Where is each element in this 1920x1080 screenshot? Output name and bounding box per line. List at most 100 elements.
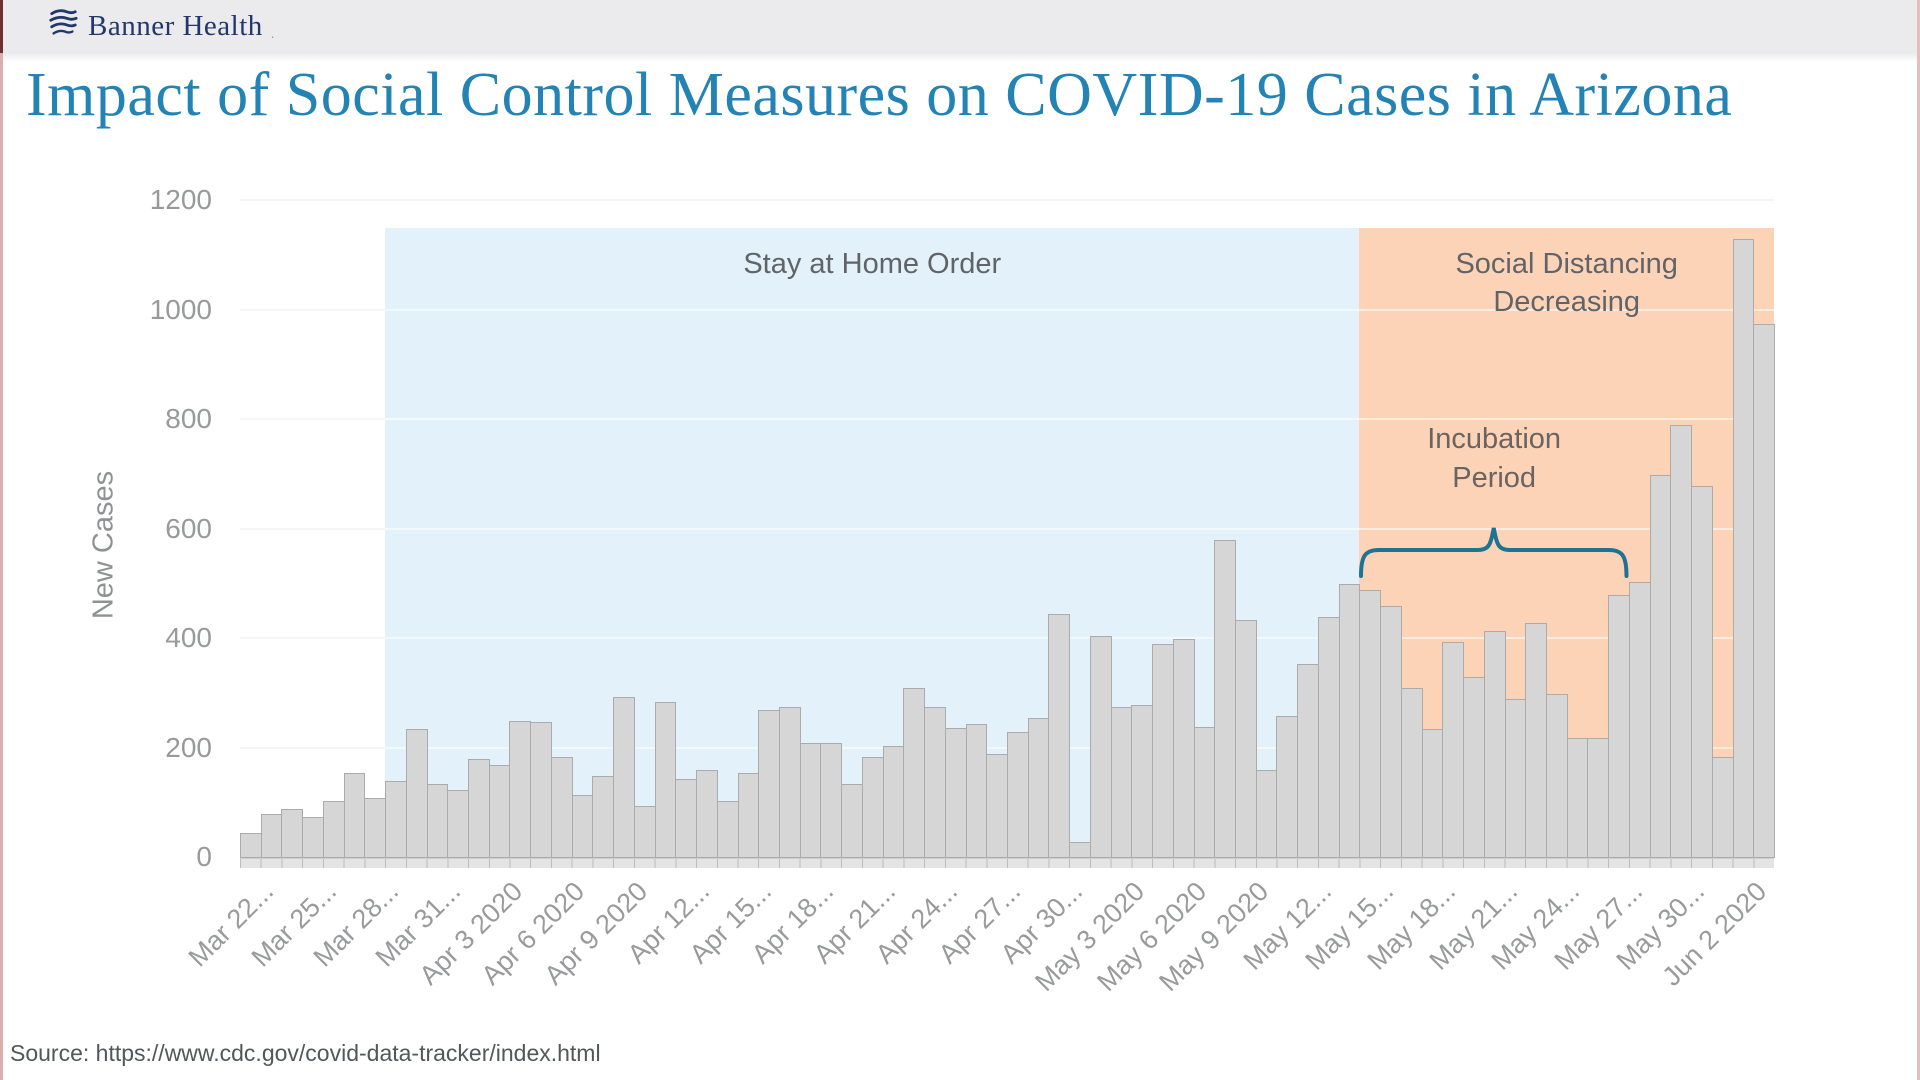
header-fade xyxy=(0,53,1920,62)
bar xyxy=(965,723,988,858)
bar xyxy=(488,764,511,858)
bar xyxy=(1110,707,1133,858)
bar xyxy=(1069,841,1091,858)
bar xyxy=(1545,693,1568,858)
bar xyxy=(447,789,470,858)
bar xyxy=(903,688,926,858)
banner-waves-icon xyxy=(46,8,80,45)
bar xyxy=(1525,622,1547,858)
bar xyxy=(1089,636,1112,858)
bar xyxy=(799,743,822,858)
bar xyxy=(778,707,801,858)
bar xyxy=(1400,688,1423,858)
bar xyxy=(1587,737,1610,858)
banner-health-logo: Banner Health . xyxy=(46,8,274,45)
incubation-period-label: Incubation Period xyxy=(1427,423,1562,494)
bar xyxy=(1753,324,1775,858)
bar xyxy=(654,701,677,858)
bar xyxy=(1317,617,1340,858)
bar xyxy=(1276,715,1299,858)
source-note: Source: https://www.cdc.gov/covid-data-t… xyxy=(10,1040,601,1066)
bar xyxy=(1649,474,1672,858)
bar xyxy=(1048,614,1071,858)
y-tick-label: 1200 xyxy=(149,184,212,215)
bar xyxy=(841,784,863,858)
bar xyxy=(592,775,615,858)
logo-trademark-dot: . xyxy=(270,26,275,41)
bar xyxy=(1027,718,1050,858)
bar xyxy=(1670,425,1693,858)
bar xyxy=(1380,606,1402,858)
bar xyxy=(468,759,490,858)
bar xyxy=(1442,641,1465,858)
bar xyxy=(1131,704,1154,858)
bar xyxy=(1297,663,1319,858)
gridline-highlight xyxy=(240,418,1774,420)
bar xyxy=(613,696,635,858)
bar xyxy=(1504,699,1527,858)
left-edge-accent-top xyxy=(0,0,3,53)
bar xyxy=(1463,677,1485,858)
bar xyxy=(1235,619,1257,858)
bar xyxy=(1711,756,1734,858)
bar xyxy=(820,743,843,858)
x-axis-strip xyxy=(240,858,1774,868)
bar xyxy=(737,773,760,858)
bar xyxy=(986,753,1008,858)
bar xyxy=(530,722,552,858)
bar xyxy=(1732,239,1755,858)
bar xyxy=(1152,644,1174,858)
bar xyxy=(426,784,449,858)
y-tick-label: 600 xyxy=(165,512,212,544)
bar xyxy=(1007,732,1029,858)
bar xyxy=(240,833,262,858)
app-header: Banner Health . xyxy=(0,0,1920,53)
left-edge-accent-bottom xyxy=(0,53,3,1080)
bar xyxy=(322,800,345,858)
logo-text: Banner Health xyxy=(88,10,263,42)
bar xyxy=(633,806,656,858)
bar xyxy=(758,710,780,858)
bar xyxy=(281,808,304,858)
bar xyxy=(343,773,366,858)
y-axis-title: New Cases xyxy=(87,470,120,620)
bar xyxy=(302,816,324,858)
bar xyxy=(1193,726,1216,858)
gridline-highlight xyxy=(240,527,1774,530)
bar xyxy=(1566,737,1589,858)
bar xyxy=(571,795,594,858)
incubation-period-brace-icon xyxy=(1359,527,1629,578)
plot-area: Stay at Home Order Social Distancing Decre… xyxy=(240,165,1775,858)
bar xyxy=(861,756,884,858)
bar xyxy=(1214,540,1237,858)
bar xyxy=(716,800,739,858)
bar xyxy=(1421,729,1444,858)
bar xyxy=(1338,584,1361,858)
gridline-highlight xyxy=(240,637,1774,639)
bar xyxy=(509,721,532,858)
bar xyxy=(1255,770,1278,858)
bar xyxy=(385,781,407,858)
page-title: Impact of Social Control Measures on COV… xyxy=(26,61,1733,129)
bar xyxy=(675,778,698,858)
bar xyxy=(696,770,718,858)
bar xyxy=(550,756,573,858)
bar xyxy=(1628,581,1651,858)
y-tick-label: 1000 xyxy=(149,293,212,325)
bar xyxy=(260,814,283,858)
bar xyxy=(944,727,967,858)
bar xyxy=(1172,639,1195,858)
gridline-highlight xyxy=(240,199,1774,201)
y-tick-label: 0 xyxy=(196,841,212,872)
bar xyxy=(364,797,387,858)
y-tick-label: 200 xyxy=(165,731,212,763)
right-edge-accent xyxy=(1917,0,1920,1080)
bar xyxy=(1359,589,1382,858)
y-tick-label: 400 xyxy=(165,622,212,653)
y-tick-label: 800 xyxy=(165,403,212,434)
region-label-stay-at-home-order: Stay at Home Order xyxy=(743,248,1002,280)
bar xyxy=(1483,630,1506,858)
bar xyxy=(1691,485,1713,858)
bar xyxy=(1608,595,1630,858)
